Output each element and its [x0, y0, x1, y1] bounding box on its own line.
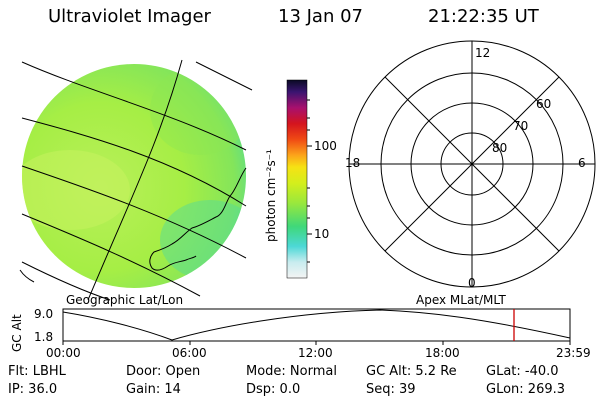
status-door: Door: Open	[126, 364, 201, 379]
altitude-x-tick-0: 00:00	[46, 346, 81, 360]
altitude-x-tick-4: 23:59	[556, 346, 591, 360]
altitude-x-tick-3: 18:00	[425, 346, 460, 360]
polar-label-lat-70: 70	[513, 119, 529, 133]
altitude-x-tick-2: 12:00	[298, 346, 333, 360]
polar-plot	[348, 40, 596, 288]
altitude-y-bottom: 1.8	[34, 330, 54, 344]
status-glon: GLon: 269.3	[486, 382, 566, 397]
polar-label-mlt-0: 0	[468, 276, 476, 290]
polar-label-lat-60: 60	[536, 97, 552, 111]
altitude-y-top: 9.0	[34, 307, 54, 321]
colorbar	[286, 79, 308, 279]
polar-label-mlt-12: 12	[475, 46, 491, 60]
polar-label-mlt-18: 18	[345, 156, 361, 170]
lat-line	[21, 117, 247, 207]
altitude-curve	[62, 309, 571, 341]
colorbar-unit-label: photon cm⁻²s⁻¹	[264, 149, 278, 242]
apex-caption: Apex MLat/MLT	[416, 293, 506, 307]
coastline	[19, 167, 247, 283]
uv-image	[22, 64, 246, 288]
polar-label-mlt-6: 6	[578, 156, 586, 170]
status-seq: Seq: 39	[366, 382, 416, 397]
altitude-x-tick-1: 06:00	[172, 346, 207, 360]
status-ip: IP: 36.0	[8, 382, 58, 397]
status-glat: GLat: -40.0	[486, 364, 559, 379]
instrument-title: Ultraviolet Imager	[48, 6, 211, 27]
status-filter: Flt: LBHL	[8, 364, 66, 379]
latlon-grid	[21, 59, 253, 301]
lon-line	[195, 61, 253, 91]
geographic-caption: Geographic Lat/Lon	[66, 293, 184, 307]
colorbar-ticks	[307, 99, 312, 263]
colorbar-tick-100: 100	[314, 139, 337, 153]
lon-line	[87, 59, 183, 301]
time-label: 21:22:35 UT	[428, 6, 539, 27]
lat-line	[21, 261, 111, 301]
polar-label-lat-80: 80	[492, 141, 508, 155]
lat-line	[21, 213, 201, 297]
status-mode: Mode: Normal	[246, 364, 337, 379]
colorbar-tick-10: 10	[314, 227, 330, 241]
altitude-y-label: GC Alt	[10, 314, 24, 352]
lat-line	[21, 165, 247, 259]
date-label: 13 Jan 07	[278, 6, 363, 27]
lat-line	[21, 61, 247, 151]
polar-diagonal	[384, 76, 560, 252]
altitude-x-ticks	[62, 341, 571, 345]
status-gain: Gain: 14	[126, 382, 181, 397]
status-gc-alt: GC Alt: 5.2 Re	[366, 364, 457, 379]
status-dsp: Dsp: 0.0	[246, 382, 301, 397]
